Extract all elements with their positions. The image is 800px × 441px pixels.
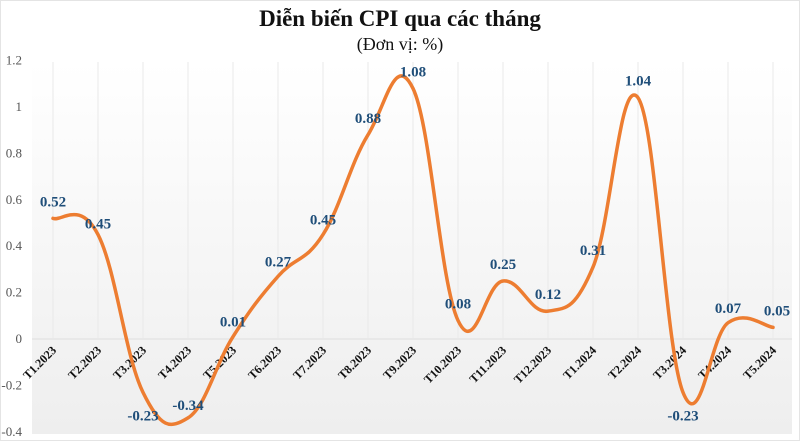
y-tick-label: 0.6 [6, 192, 23, 207]
plot-area [32, 62, 792, 434]
data-labels: 0.52 0.45 -0.23 -0.34 0.01 0.27 0.45 0.88 1.08 0.… [40, 64, 790, 424]
data-label: 0.31 [580, 243, 606, 259]
data-label: -0.34 [172, 398, 204, 414]
y-tick-label: 1.2 [6, 53, 22, 68]
y-tick-label: 0.2 [6, 285, 22, 300]
y-tick-label: 0.8 [6, 145, 22, 160]
data-label: -0.23 [667, 408, 698, 424]
data-label: 0.25 [490, 257, 516, 273]
y-tick-label: 1 [16, 99, 23, 114]
data-label: 0.05 [764, 303, 790, 319]
y-tick-label: -0.2 [1, 377, 22, 392]
y-tick-label: 0.4 [6, 238, 23, 253]
chart-title: Diễn biến CPI qua các tháng [259, 6, 541, 31]
gridlines [32, 62, 792, 340]
data-label: -0.23 [127, 408, 158, 424]
data-label: 0.27 [265, 254, 292, 270]
data-label: 0.12 [535, 287, 561, 303]
data-label: 0.45 [85, 217, 111, 233]
data-label: 0.45 [310, 213, 336, 229]
y-tick-label: -0.4 [1, 424, 22, 439]
data-label: 0.52 [40, 194, 66, 210]
cpi-line [51, 74, 775, 427]
chart-subtitle: (Đơn vị: %) [356, 34, 444, 54]
data-label: 0.01 [220, 315, 246, 331]
data-label: 0.88 [355, 111, 381, 127]
data-label: 1.08 [400, 64, 426, 80]
data-label: 0.08 [445, 296, 471, 312]
y-tick-label: 0 [16, 331, 23, 346]
data-label: 0.07 [715, 301, 742, 317]
data-label: 1.04 [625, 74, 652, 90]
y-axis: 1.2 1 0.8 0.6 0.4 0.2 0 -0.2 -0.4 [1, 53, 22, 439]
